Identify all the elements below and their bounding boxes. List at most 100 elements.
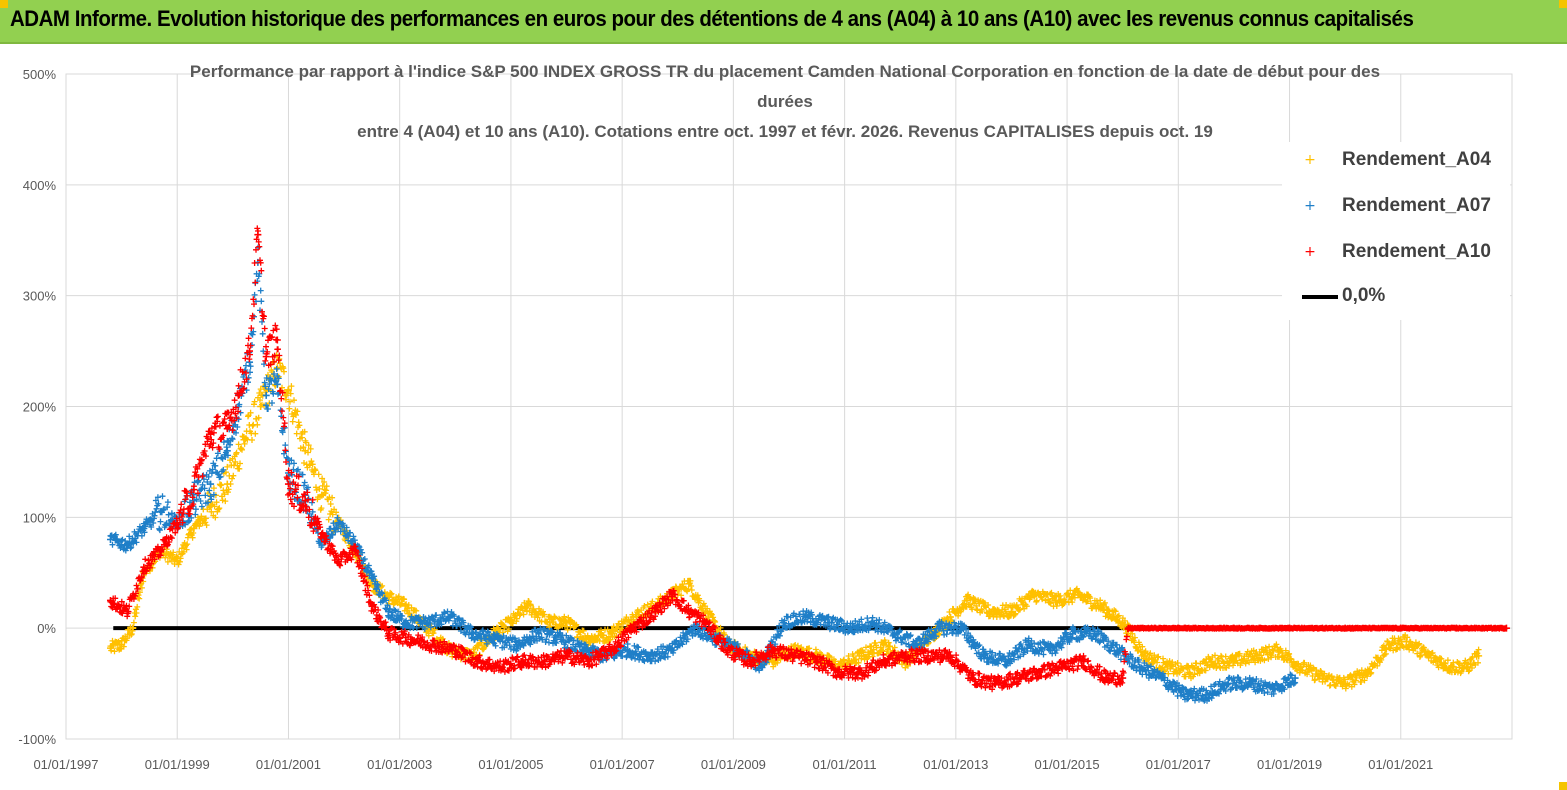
x-tick-label-12: 01/01/2021 bbox=[1368, 757, 1433, 772]
point-a04-33 bbox=[685, 580, 693, 588]
point-a07-7 bbox=[223, 447, 231, 455]
point-a07-33 bbox=[690, 624, 698, 632]
point-a10-32 bbox=[668, 591, 676, 599]
point-a10-61 bbox=[1502, 624, 1510, 632]
point-a10-34 bbox=[702, 619, 710, 627]
x-tick-label-8: 01/01/2013 bbox=[923, 757, 988, 772]
point-a10-48 bbox=[1013, 674, 1021, 682]
point-a10-10 bbox=[254, 231, 262, 239]
point-a10-7 bbox=[223, 425, 231, 433]
point-a10-8 bbox=[234, 391, 242, 399]
point-a10-1 bbox=[123, 608, 131, 616]
point-a10-57 bbox=[1286, 624, 1294, 632]
point-a07-41 bbox=[868, 619, 876, 627]
point-a10-3 bbox=[157, 547, 165, 555]
legend-item-a10: + Rendement_A10 bbox=[1302, 240, 1512, 264]
point-a04-55 bbox=[1163, 663, 1171, 671]
point-a10-23 bbox=[474, 657, 482, 665]
point-a04-66 bbox=[1402, 637, 1410, 645]
point-a07-60 bbox=[1291, 674, 1299, 682]
corner-marker-bottom-right bbox=[1559, 782, 1567, 790]
point-a07-54 bbox=[1158, 674, 1166, 682]
point-a04-30 bbox=[629, 613, 637, 621]
point-a10-31 bbox=[652, 608, 660, 616]
point-a04-58 bbox=[1230, 657, 1238, 665]
point-a04-68 bbox=[1447, 663, 1455, 671]
point-a04-70 bbox=[1475, 652, 1483, 660]
point-a04-1 bbox=[118, 641, 126, 649]
point-a07-45 bbox=[957, 624, 965, 632]
x-tick-label-10: 01/01/2017 bbox=[1146, 757, 1211, 772]
y-tick-label-5: 0% bbox=[37, 621, 56, 636]
point-a07-26 bbox=[535, 630, 543, 638]
point-a07-21 bbox=[424, 619, 431, 627]
point-a04-28 bbox=[585, 635, 593, 643]
point-a07-48 bbox=[1024, 641, 1032, 649]
x-tick-label-6: 01/01/2009 bbox=[701, 757, 766, 772]
chart-title-line-3: entre 4 (A04) et 10 ans (A10). Cotations… bbox=[357, 122, 1213, 141]
point-a07-58 bbox=[1247, 680, 1255, 688]
legend-item-a07: + Rendement_A07 bbox=[1302, 194, 1512, 218]
point-a07-3 bbox=[157, 508, 165, 516]
point-a04-19 bbox=[401, 602, 409, 610]
point-a10-14 bbox=[301, 497, 309, 505]
corner-marker-top-right bbox=[1559, 0, 1567, 8]
point-a07-20 bbox=[401, 619, 409, 627]
series-a10-markers bbox=[106, 225, 1510, 693]
point-a07-53 bbox=[1135, 663, 1143, 671]
legend-item-a04: + Rendement_A04 bbox=[1302, 148, 1512, 172]
point-a07-16 bbox=[335, 519, 343, 527]
point-a10-24 bbox=[496, 663, 504, 671]
x-tick-label-1: 01/01/1999 bbox=[145, 757, 210, 772]
point-a04-57 bbox=[1208, 657, 1216, 665]
point-a10-58 bbox=[1341, 624, 1349, 632]
point-a04-0 bbox=[106, 644, 114, 652]
point-a10-44 bbox=[924, 652, 932, 660]
point-a10-55 bbox=[1174, 624, 1182, 632]
x-tick-label-4: 01/01/2005 bbox=[478, 757, 543, 772]
point-a07-56 bbox=[1202, 691, 1210, 699]
point-a07-31 bbox=[646, 652, 654, 660]
point-a07-36 bbox=[757, 663, 765, 671]
point-a10-29 bbox=[607, 646, 615, 654]
y-tick-label-6: -100% bbox=[18, 732, 56, 747]
point-a04-45 bbox=[946, 613, 954, 621]
point-a04-50 bbox=[1052, 596, 1060, 604]
point-a10-43 bbox=[902, 652, 910, 660]
point-a04-65 bbox=[1386, 641, 1394, 649]
point-a10-52 bbox=[1102, 674, 1110, 682]
point-a04-10 bbox=[257, 403, 265, 410]
point-a04-24 bbox=[507, 619, 515, 627]
point-a10-54 bbox=[1124, 624, 1132, 632]
point-a04-61 bbox=[1297, 663, 1305, 671]
point-a07-49 bbox=[1046, 646, 1054, 654]
series-a07-markers bbox=[106, 244, 1299, 704]
y-tick-label-2: 300% bbox=[23, 289, 57, 304]
point-a07-5 bbox=[190, 497, 198, 505]
point-a04-42 bbox=[880, 641, 888, 649]
x-tick-label-5: 01/01/2007 bbox=[590, 757, 655, 772]
point-a10-39 bbox=[813, 657, 821, 665]
point-a04-54 bbox=[1141, 652, 1149, 660]
point-a07-1 bbox=[123, 541, 131, 549]
point-a07-39 bbox=[824, 619, 832, 627]
point-a07-51 bbox=[1091, 630, 1099, 638]
x-tick-label-11: 01/01/2019 bbox=[1257, 757, 1322, 772]
legend-label-a10: Rendement_A10 bbox=[1342, 241, 1491, 262]
point-a10-33 bbox=[685, 608, 693, 616]
point-a07-50 bbox=[1069, 630, 1077, 638]
point-a04-6 bbox=[190, 524, 198, 532]
point-a07-30 bbox=[624, 646, 632, 654]
point-a07-25 bbox=[512, 641, 520, 649]
point-a04-59 bbox=[1252, 652, 1260, 660]
banner: ADAM Informe. Evolution historique des p… bbox=[0, 0, 1567, 44]
point-a07-27 bbox=[557, 635, 565, 643]
banner-title: ADAM Informe. Evolution historique des p… bbox=[10, 6, 1414, 31]
chart-plot: 500% 400% 300% 200% 100% 0% -100% 01/01/1997 01/… bbox=[18, 67, 1513, 772]
point-a07-38 bbox=[802, 613, 810, 621]
point-a07-22 bbox=[446, 613, 454, 621]
point-a10-16 bbox=[335, 558, 343, 566]
legend: + Rendement_A04 + Rendement_A07 + Rendem… bbox=[1282, 142, 1510, 320]
point-a10-47 bbox=[991, 680, 999, 688]
point-a04-51 bbox=[1074, 591, 1082, 599]
